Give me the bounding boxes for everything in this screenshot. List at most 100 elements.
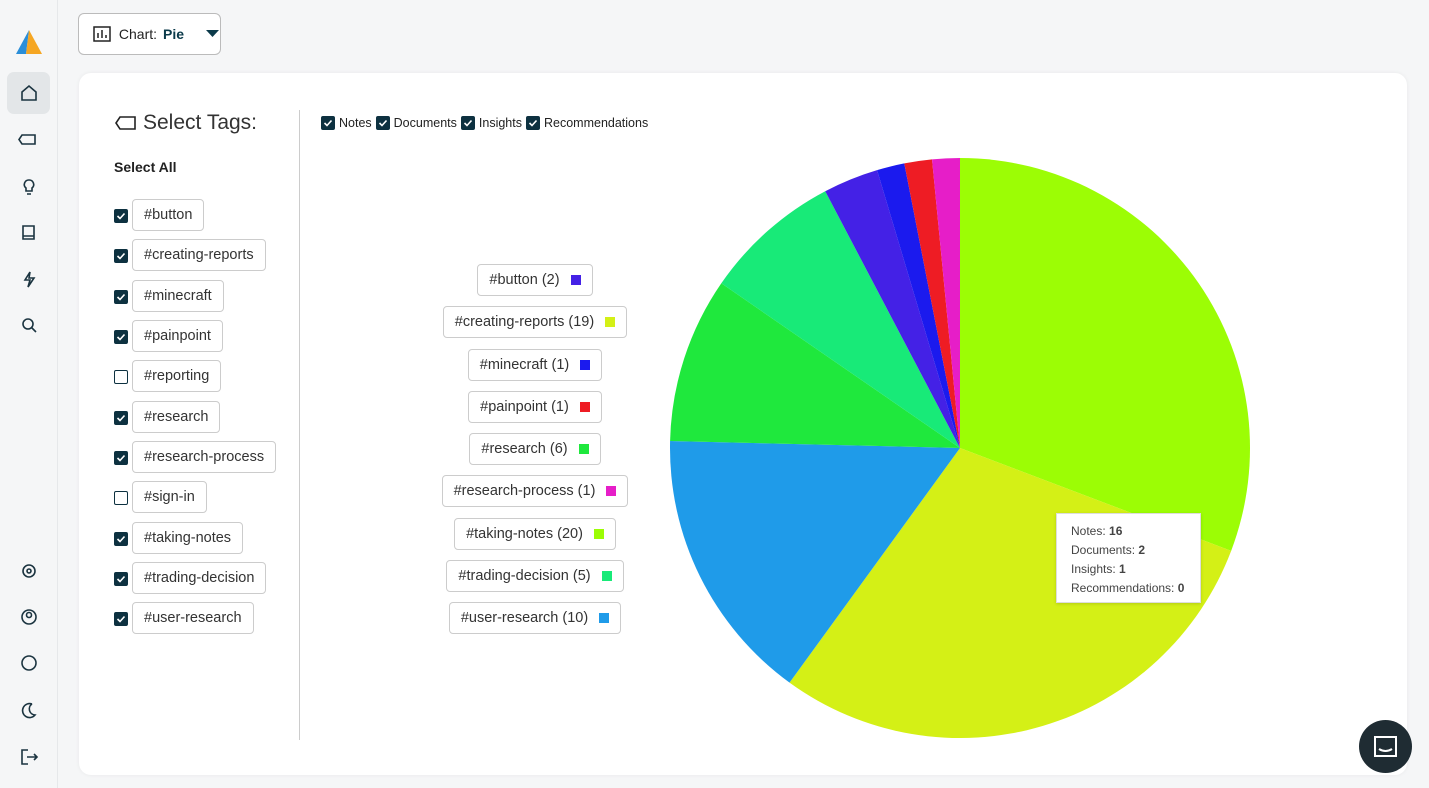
- legend-item[interactable]: #research-process (1): [441, 475, 629, 508]
- checkmark: [116, 616, 126, 623]
- checkbox[interactable]: [114, 249, 128, 264]
- filter-label: Documents: [393, 116, 457, 130]
- chart-label: Chart:: [118, 26, 158, 42]
- tag-row: #sign-in: [114, 477, 276, 517]
- insight-icon[interactable]: [23, 179, 35, 195]
- chart-dropdown[interactable]: Chart: Pie: [78, 13, 221, 55]
- checkbox[interactable]: [525, 116, 540, 130]
- doc-icon[interactable]: [22, 225, 35, 240]
- legend-item[interactable]: #trading-decision (5): [446, 560, 624, 593]
- filter[interactable]: Notes: [321, 116, 372, 130]
- checkbox[interactable]: [114, 370, 128, 385]
- pie-slice[interactable]: [960, 158, 1250, 551]
- checkbox[interactable]: [114, 531, 128, 546]
- filter-label: Notes: [339, 116, 372, 130]
- checkbox[interactable]: [114, 289, 128, 304]
- tooltip-row: Notes: 16: [1071, 522, 1186, 541]
- legend-swatch: [605, 317, 616, 328]
- legend-swatch: [599, 613, 610, 624]
- tag-row: #research-process: [114, 437, 277, 477]
- tooltip-row: Documents: 2: [1071, 541, 1186, 560]
- tag-chip[interactable]: #minecraft: [132, 279, 224, 312]
- filter[interactable]: Insights: [460, 116, 522, 130]
- filter[interactable]: Documents: [375, 116, 457, 130]
- checkbox[interactable]: [114, 491, 128, 506]
- tag-chip[interactable]: #taking-notes: [132, 521, 244, 554]
- pie-slice[interactable]: [932, 158, 960, 448]
- active-bg: [7, 72, 50, 114]
- checkbox[interactable]: [375, 116, 390, 130]
- pie-slice[interactable]: [877, 163, 960, 449]
- pie-slice[interactable]: [670, 440, 960, 683]
- filter[interactable]: Recommendations: [525, 116, 648, 130]
- tag-chip[interactable]: #painpoint: [132, 320, 223, 353]
- theme-icon[interactable]: [21, 702, 37, 719]
- checkbox[interactable]: [114, 410, 128, 425]
- pie-slice[interactable]: [904, 159, 960, 448]
- pie-slice[interactable]: [670, 283, 960, 448]
- legend-label: #creating-reports (19): [454, 314, 595, 331]
- profile-icon[interactable]: [21, 609, 37, 625]
- tag-icon[interactable]: [18, 134, 36, 145]
- tag-row: #user-research: [114, 598, 276, 638]
- checkmark: [116, 333, 126, 341]
- checkmark: [116, 575, 126, 583]
- legend-item[interactable]: #user-research (10): [448, 602, 622, 635]
- legend-label: #research-process (1): [453, 483, 596, 500]
- tag-row: #research: [114, 396, 276, 436]
- checkmark: [116, 535, 126, 543]
- tag-row: #taking-notes: [114, 517, 276, 557]
- tag-chip[interactable]: #creating-reports: [132, 239, 266, 272]
- tag-chip[interactable]: #reporting: [132, 360, 222, 393]
- tag-chip[interactable]: #button: [132, 199, 205, 232]
- pie-slice[interactable]: [825, 170, 960, 448]
- legend-label: #minecraft (1): [479, 356, 570, 373]
- logout-icon[interactable]: [21, 749, 39, 765]
- chat-button[interactable]: [1359, 720, 1412, 773]
- bolt-icon[interactable]: [23, 271, 36, 288]
- checkmark: [323, 119, 333, 127]
- checkmark: [116, 253, 126, 261]
- tag-chip[interactable]: #user-research: [132, 602, 254, 635]
- legend-label: #button (2): [489, 272, 560, 288]
- checkbox[interactable]: [114, 612, 128, 627]
- tooltip: Notes: 16 Documents: 2 Insights: 1 Recommen…: [1056, 513, 1201, 603]
- select-all[interactable]: Select All: [114, 159, 177, 175]
- legend-item[interactable]: #minecraft (1): [467, 348, 603, 381]
- checkbox[interactable]: [321, 116, 335, 130]
- tag-chip[interactable]: #sign-in: [132, 481, 207, 514]
- tag-chip[interactable]: #research: [132, 400, 221, 433]
- tag-chip[interactable]: #trading-decision: [132, 561, 267, 594]
- settings-icon[interactable]: [22, 564, 36, 578]
- legend-label: #research (6): [481, 441, 568, 458]
- filters: Notes Documents Insights Recommendations: [321, 116, 652, 130]
- tooltip-label: Insights:: [1071, 562, 1116, 576]
- legend-label: #painpoint (1): [480, 398, 569, 415]
- tag-list: #button #creating-reports #minecraft #painp…: [114, 195, 277, 638]
- tooltip-value: 16: [1109, 524, 1123, 538]
- legend-item[interactable]: #button (2): [477, 264, 593, 296]
- pie-slice[interactable]: [721, 191, 960, 448]
- logo: [26, 30, 42, 54]
- help-icon[interactable]: [21, 655, 37, 671]
- legend-item[interactable]: #research (6): [469, 433, 601, 466]
- checkbox[interactable]: [114, 209, 128, 224]
- checkbox[interactable]: [114, 330, 128, 345]
- chart-icon: [93, 26, 111, 42]
- legend-swatch: [580, 359, 591, 370]
- home-icon[interactable]: [21, 84, 37, 101]
- legend-item[interactable]: #creating-reports (19): [442, 306, 628, 339]
- legend-swatch: [601, 571, 612, 582]
- checkbox[interactable]: [460, 116, 475, 130]
- checkbox[interactable]: [114, 450, 128, 465]
- legend-item[interactable]: #taking-notes (20): [454, 517, 616, 550]
- search-icon[interactable]: [22, 318, 34, 330]
- chat-icon: [1374, 736, 1397, 757]
- checkbox[interactable]: [114, 571, 128, 586]
- legend-item[interactable]: #painpoint (1): [468, 390, 602, 423]
- tooltip-value: 2: [1138, 543, 1146, 557]
- tooltip-row: Insights: 1: [1071, 560, 1186, 579]
- legend-label: #user-research (10): [460, 610, 589, 627]
- tag-chip[interactable]: #research-process: [132, 440, 277, 473]
- tooltip-row: Recommendations: 0: [1071, 579, 1186, 598]
